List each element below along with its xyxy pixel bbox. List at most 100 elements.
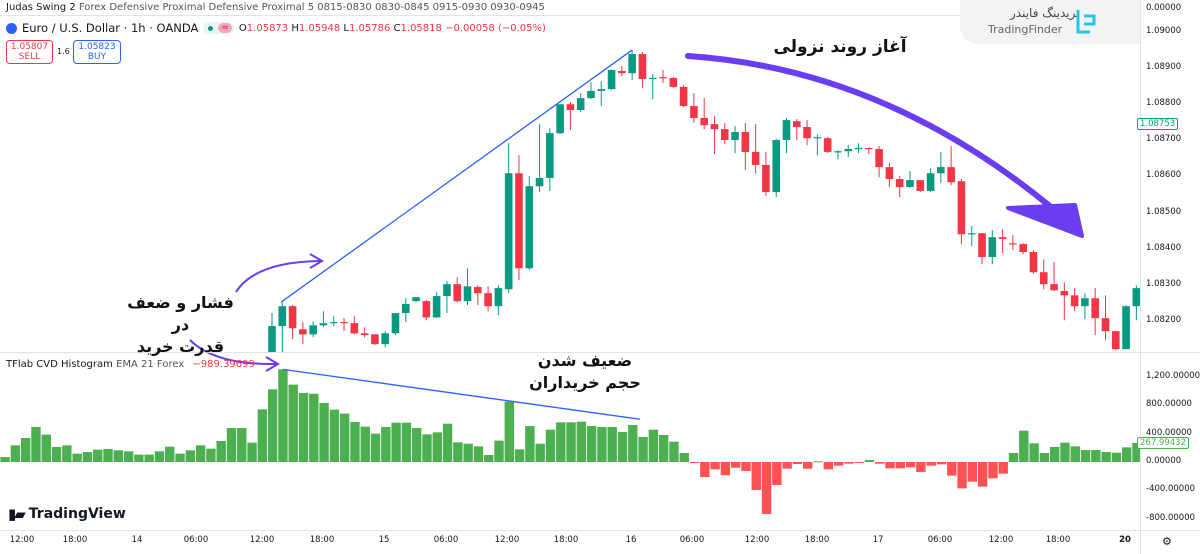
cvd-histogram-bar [1132,442,1140,462]
cvd-axis-label: 400.00000 [1146,427,1192,438]
candle-body [854,147,863,150]
cvd-trendline [282,368,641,420]
cvd-histogram-bar [525,426,535,462]
cvd-histogram-bar [123,451,134,462]
current-price-label: 1.08753 [1137,118,1179,130]
candle-body [1101,318,1110,332]
candle-body [412,297,420,302]
candle-body [998,237,1007,239]
candle-body [299,329,307,335]
cvd-histogram-bar [185,450,196,462]
price-axis-label: 1.09000 [1146,26,1182,36]
candle-body [638,54,647,79]
cvd-histogram-bar [93,449,103,462]
cvd-histogram-bar [494,440,504,462]
tradingfinder-fa: تریدینگ فایندر [1010,6,1080,20]
cvd-histogram-bar [103,448,113,462]
candle-body [535,177,544,187]
candle-body [844,149,853,152]
cvd-params: EMA 21 Forex [116,359,185,370]
cvd-histogram-bar [535,443,545,462]
buy-button[interactable]: 1.05823 BUY [73,40,121,64]
ohlc-values: O1.05873 H1.05948 L1.05786 C1.05818 −0.0… [238,22,546,34]
candle-body [1091,298,1099,319]
cvd-histogram-bar [329,409,340,462]
cvd-histogram-bar [1060,442,1070,462]
settings-gear-icon[interactable]: ⚙ [1162,535,1172,548]
pressure-annotation: فشار و ضعف در قدرت خرید [127,293,234,356]
cvd-histogram-bar [761,462,772,514]
candle-body [371,334,379,345]
price-axis[interactable] [1140,0,1200,554]
cvd-histogram-bar [113,450,123,462]
cvd-histogram-bar [1091,450,1101,462]
cvd-histogram-bar [679,453,689,462]
tradingview-logo: ▮▰ TradingView [8,505,126,523]
candle-body [278,306,287,327]
cvd-histogram-bar [237,428,247,462]
price-axis-label: 1.08500 [1146,206,1182,217]
sell-button[interactable]: 1.05807 SELL [6,40,53,64]
market-status[interactable]: ≈ [203,22,234,34]
candle-body [710,124,719,130]
candle-body [360,333,369,336]
tradingfinder-en: TradingFinder [988,23,1063,36]
cvd-axis-label: -400.00000 [1146,484,1196,495]
cvd-indicator-legend: TFlab CVD Histogram EMA 21 Forex −989.39… [6,359,255,370]
cvd-name[interactable]: TFlab CVD Histogram [6,359,113,370]
cvd-histogram-bar [1019,430,1029,462]
candle-body [947,167,955,183]
candle-body [967,233,976,235]
pane-separator[interactable] [0,352,1200,353]
cvd-histogram-bar [648,429,659,462]
candle-body [597,89,606,91]
candle-body [576,98,585,111]
candle-body [628,54,636,74]
price-axis-label: 1.08700 [1146,134,1182,145]
downtrend-annotation: آغاز روند نزولی [773,37,907,57]
candle-body [504,173,513,290]
tradingview-mark-icon: ▮▰ [8,505,26,523]
candle-body [1029,252,1038,273]
cvd-histogram-bar [278,369,288,462]
cvd-histogram-bar [710,462,720,470]
cvd-histogram-bar [319,403,329,462]
downtrend-arrowhead-icon [1006,203,1084,238]
candle-body [1122,306,1130,350]
candle-body [978,233,986,258]
cvd-histogram-bar [751,462,761,490]
cvd-histogram-bar [72,453,82,462]
candle-body [813,137,822,139]
time-axis-label: 12:00 [249,535,275,545]
candle-body [494,288,503,307]
cvd-histogram-bar [350,421,360,462]
market-open-dot-icon [208,25,214,31]
cvd-histogram-bar [1122,447,1132,462]
cvd-current-value-label: 267.99432 [1137,437,1189,449]
time-axis-label: 14 [131,535,143,545]
cvd-histogram-bar [566,422,576,462]
cvd-histogram-bar [628,425,638,462]
candle-body [556,104,564,134]
cvd-histogram-bar [267,389,278,462]
cvd-histogram-bar [545,429,556,462]
chart-canvas[interactable] [0,0,1140,554]
cvd-histogram-bar [422,434,432,462]
candle-body [772,140,781,193]
cvd-histogram-bar [833,462,844,466]
cvd-histogram-bar [895,462,906,469]
candle-body [319,323,328,326]
cvd-histogram-bar [905,462,916,468]
symbol-title[interactable]: Euro / U.S. Dollar · 1h · OANDA [22,21,199,35]
time-axis-label: 17 [872,535,884,545]
candle-body [391,313,400,334]
cvd-histogram-bar [31,427,41,462]
candle-body [916,180,925,191]
cvd-histogram-bar [803,462,813,469]
cvd-histogram-bar [1101,452,1111,462]
candle-body [895,179,904,187]
candle-body [659,77,667,79]
cvd-histogram-bar [864,460,875,462]
cvd-histogram-bar [988,462,998,479]
cvd-histogram-bar [576,421,587,462]
